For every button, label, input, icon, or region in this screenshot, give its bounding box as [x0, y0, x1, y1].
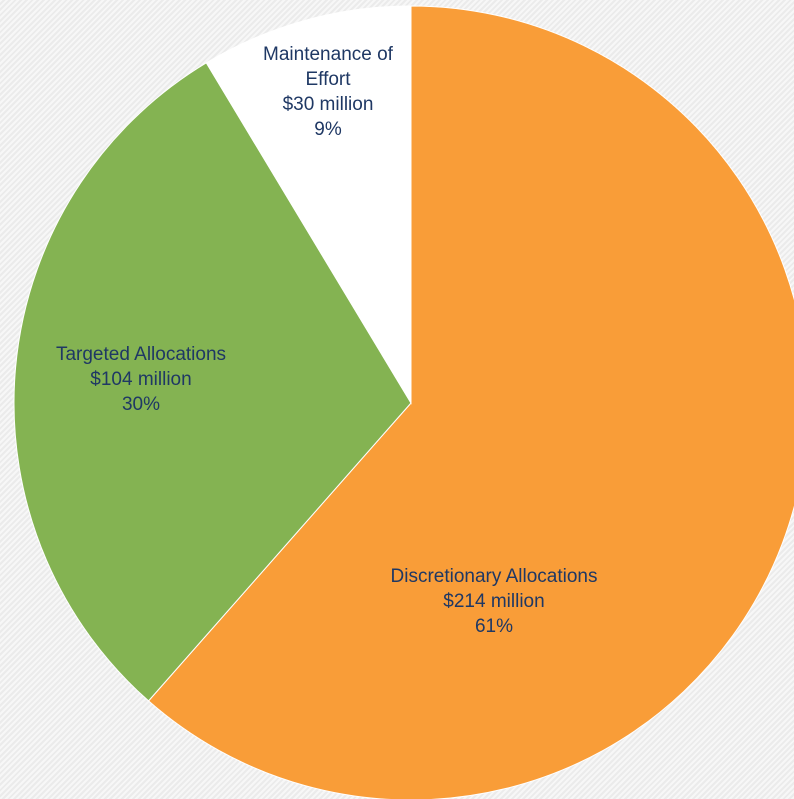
slice-label-name-line2: Effort [305, 69, 351, 90]
slice-label-percent: 30% [122, 394, 160, 415]
slice-label-name: Discretionary Allocations [391, 566, 598, 587]
slice-label-value: $30 million [283, 94, 374, 115]
slice-label-name-line1: Maintenance of [263, 44, 394, 65]
slice-label-percent: 9% [314, 119, 342, 140]
slice-label-group-targeted-allocations: Targeted Allocations $104 million 30% [56, 344, 226, 415]
pie-labels: Discretionary Allocations $214 million 61%… [56, 44, 598, 637]
slice-label-percent: 61% [475, 616, 513, 637]
slice-label-group-maintenance-of-effort: Maintenance of Effort $30 million 9% [263, 44, 394, 140]
slice-label-name: Targeted Allocations [56, 344, 226, 365]
slice-label-value: $214 million [443, 591, 544, 612]
pie-slice-targeted-allocations [13, 62, 412, 702]
pie-slice-maintenance-of-effort [205, 5, 412, 405]
slice-label-value: $104 million [90, 369, 191, 390]
slice-label-group-discretionary-allocations: Discretionary Allocations $214 million 61% [391, 566, 598, 637]
pie-slice-discretionary-allocations [147, 5, 794, 799]
pie-slices [13, 5, 794, 799]
